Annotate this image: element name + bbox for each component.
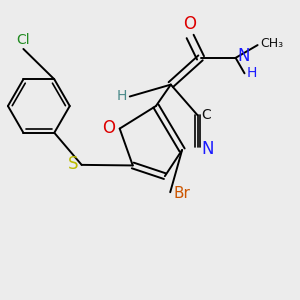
Text: H: H (116, 89, 127, 103)
Text: Br: Br (173, 187, 190, 202)
Text: CH₃: CH₃ (260, 37, 283, 50)
Text: O: O (184, 15, 196, 33)
Text: S: S (68, 155, 78, 173)
Text: N: N (201, 140, 214, 158)
Text: O: O (102, 119, 115, 137)
Text: C: C (201, 108, 211, 122)
Text: N: N (238, 47, 250, 65)
Text: Cl: Cl (16, 33, 30, 46)
Text: H: H (247, 66, 257, 80)
